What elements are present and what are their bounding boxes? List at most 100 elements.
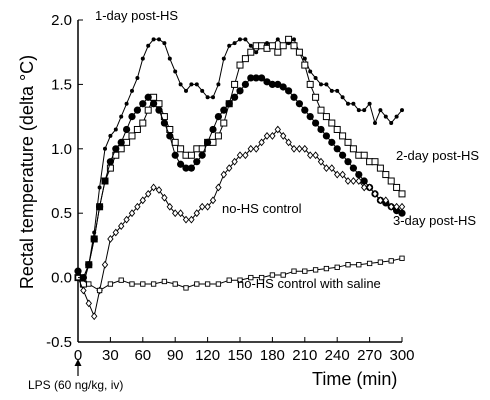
data-point xyxy=(108,133,113,138)
data-point xyxy=(319,82,323,87)
data-point xyxy=(269,272,276,278)
x-tick-label: 180 xyxy=(260,347,285,364)
data-point xyxy=(133,106,141,114)
data-point xyxy=(302,56,307,61)
data-point xyxy=(189,82,194,87)
data-point xyxy=(312,93,320,101)
data-point xyxy=(324,82,329,87)
data-point xyxy=(214,132,222,140)
data-point xyxy=(172,209,179,218)
data-point xyxy=(205,95,210,100)
data-point xyxy=(198,151,206,159)
data-point xyxy=(322,132,330,140)
data-point xyxy=(322,113,330,121)
data-point xyxy=(265,41,269,46)
data-point xyxy=(389,121,394,126)
data-point xyxy=(339,170,346,179)
data-point xyxy=(263,132,271,140)
data-point xyxy=(182,215,190,224)
data-point xyxy=(144,93,152,101)
data-point xyxy=(209,125,217,134)
data-point xyxy=(376,164,384,172)
data-point xyxy=(263,78,271,86)
data-point xyxy=(128,209,136,218)
x-tick-label: 90 xyxy=(167,347,184,364)
data-point xyxy=(290,144,298,153)
data-point xyxy=(215,281,222,287)
data-point xyxy=(214,113,222,121)
data-point xyxy=(236,151,244,160)
data-point xyxy=(279,42,287,50)
data-point xyxy=(313,75,318,80)
data-point xyxy=(187,164,195,172)
y-tick-label: 1.5 xyxy=(51,76,72,93)
data-point xyxy=(373,121,377,126)
y-tick-label: 1.0 xyxy=(51,141,72,158)
data-point xyxy=(349,164,357,172)
data-point xyxy=(118,277,124,283)
data-point xyxy=(329,88,334,93)
data-point xyxy=(382,196,389,205)
data-point xyxy=(340,95,345,100)
data-point xyxy=(91,312,98,321)
data-point xyxy=(101,177,109,185)
series-label-saline: no-HS control with saline xyxy=(237,276,381,291)
data-point xyxy=(107,281,114,287)
data-point xyxy=(290,42,298,50)
data-point xyxy=(161,278,168,285)
data-point xyxy=(150,183,157,192)
data-point xyxy=(204,138,212,146)
data-point xyxy=(247,74,255,82)
data-point xyxy=(356,108,361,113)
data-point xyxy=(134,202,141,211)
data-point xyxy=(335,88,340,93)
data-point xyxy=(291,268,297,274)
data-point xyxy=(295,100,303,108)
data-point xyxy=(133,125,141,133)
data-point xyxy=(150,281,157,287)
data-point xyxy=(187,151,195,159)
data-point xyxy=(161,193,168,202)
data-point xyxy=(333,145,341,153)
data-point xyxy=(323,164,330,173)
data-point xyxy=(377,259,384,265)
y-tick-label: -0.5 xyxy=(46,334,72,351)
data-point xyxy=(113,127,118,132)
data-point xyxy=(393,202,400,211)
data-point xyxy=(204,202,211,211)
data-point xyxy=(211,95,215,100)
series-label-3day: 3-day post-HS xyxy=(393,213,476,228)
data-point xyxy=(378,108,383,113)
data-point xyxy=(367,101,372,106)
data-point xyxy=(80,286,87,295)
data-point xyxy=(241,55,249,63)
data-point xyxy=(295,48,303,56)
data-point xyxy=(103,146,107,151)
x-tick-label: 300 xyxy=(389,347,414,364)
data-point xyxy=(292,37,296,42)
data-point xyxy=(269,132,276,140)
data-point xyxy=(328,138,336,146)
data-point xyxy=(171,138,179,146)
data-point xyxy=(86,281,92,287)
data-point xyxy=(398,202,406,211)
data-point xyxy=(139,100,147,108)
data-point xyxy=(85,299,92,308)
data-point xyxy=(252,74,260,82)
data-point xyxy=(248,274,254,281)
data-point xyxy=(366,183,373,192)
series-label-1day: 1-day post-HS xyxy=(95,8,178,23)
data-point xyxy=(351,101,356,106)
x-tick-label: 150 xyxy=(227,347,252,364)
data-point xyxy=(146,43,151,48)
data-point xyxy=(193,158,201,166)
data-point xyxy=(237,277,243,283)
series-layer xyxy=(74,35,406,321)
data-point xyxy=(155,186,163,194)
data-point xyxy=(118,222,125,230)
data-point xyxy=(139,196,146,205)
data-point xyxy=(215,183,222,192)
data-point xyxy=(302,268,308,274)
data-point xyxy=(398,190,406,198)
data-point xyxy=(128,113,136,121)
